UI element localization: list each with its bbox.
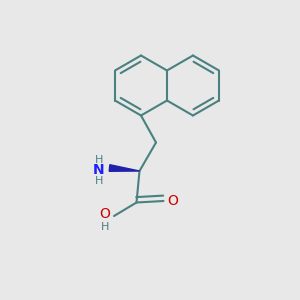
Text: O: O — [100, 208, 110, 221]
Text: H: H — [95, 176, 103, 186]
Text: H: H — [101, 222, 109, 233]
Text: N: N — [93, 164, 105, 177]
Polygon shape — [109, 165, 140, 171]
Text: H: H — [95, 154, 103, 165]
Text: O: O — [168, 194, 178, 208]
